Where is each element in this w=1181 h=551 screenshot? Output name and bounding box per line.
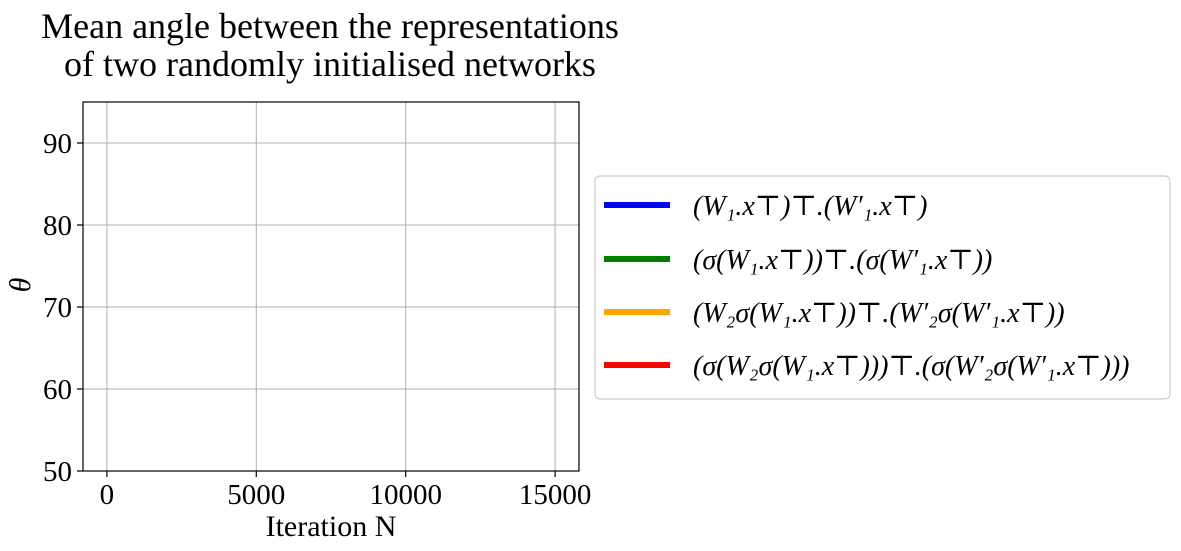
chart-title-line-1: Mean angle between the representations [41,6,619,46]
x-tick-label: 0 [100,479,115,511]
legend-label-4: (σ(W₂σ(W₁.x⊤)))⊤.(σ(W′₂σ(W′₁.x⊤))) [693,351,1129,382]
legend-box [594,175,1171,400]
x-tick-label: 10000 [369,479,442,511]
y-tick-label: 50 [43,456,72,488]
legend-label-1: (W₁.x⊤)⊤.(W′₁.x⊤) [693,191,927,222]
plot-area-frame [82,101,580,472]
x-tick-label: 15000 [519,479,592,511]
y-tick-label: 60 [43,374,72,406]
x-axis-label: Iteration N [266,510,397,543]
chart-title-line-2: of two randomly initialised networks [64,44,596,84]
legend-label-2: (σ(W₁.x⊤))⊤.(σ(W′₁.x⊤)) [693,245,992,276]
grid-lines [83,102,579,472]
y-tick-label: 70 [43,292,72,324]
y-tick-label: 80 [43,210,72,242]
y-axis-label: θ [4,277,37,292]
x-tick-label: 5000 [227,479,285,511]
legend-label-3: (W₂σ(W₁.x⊤))⊤.(W′₂σ(W′₁.x⊤)) [693,298,1065,329]
legend: (W₁.x⊤)⊤.(W′₁.x⊤) (σ(W₁.x⊤))⊤.(σ(W′₁.x⊤)… [594,175,1171,400]
axis-ticks: 0 5000 10000 15000 50 60 70 80 90 [43,128,591,511]
y-tick-label: 90 [43,128,72,160]
